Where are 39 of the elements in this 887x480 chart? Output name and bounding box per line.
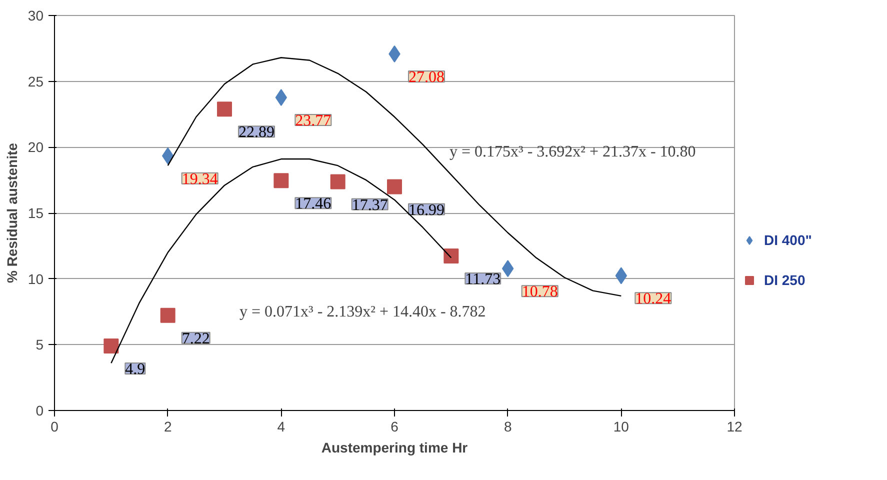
data-label: 17.46: [295, 196, 332, 213]
point: [160, 308, 176, 323]
x-tick-label: 6: [390, 418, 399, 434]
x-tick-label: 0: [50, 418, 59, 434]
y-axis-title: % Residual austenite: [4, 142, 20, 284]
x-tick-label: 4: [277, 418, 286, 434]
data-label: 10.24: [635, 290, 672, 308]
data-label: 16.99: [408, 202, 444, 219]
y-tick-label: 10: [28, 270, 44, 287]
annotation: y = 0.071x³ - 2.139x² + 14.40x - 8.782: [240, 304, 486, 320]
y-tick-label: 5: [36, 336, 44, 353]
data-label: 4.9: [125, 360, 146, 378]
y-tick-label: 25: [28, 73, 44, 90]
point: [330, 174, 346, 190]
point: [217, 102, 232, 117]
data-label: 19.34: [182, 170, 218, 188]
data-label: 10.78: [522, 284, 558, 301]
point: [444, 248, 459, 264]
data-label: 17.37: [352, 196, 388, 214]
data-label: 11.73: [465, 271, 501, 288]
x-tick-label: 10: [613, 418, 630, 434]
x-tick-label: 8: [504, 418, 512, 434]
y-tick-label: 20: [28, 139, 44, 156]
point: [387, 179, 402, 194]
point: [274, 173, 289, 188]
y-tick-label: 30: [28, 8, 44, 24]
y-tick-label: 15: [28, 205, 44, 221]
x-tick-label: 12: [726, 418, 742, 434]
x-tick-label: 2: [164, 418, 172, 434]
legend-label: DI 400": [764, 232, 812, 248]
data-label: 22.89: [238, 124, 274, 142]
y-tick-label: 0: [36, 402, 44, 418]
data-label: 7.22: [182, 330, 210, 348]
annotation: y = 0.175x³ - 3.692x² + 21.37x - 10.80: [450, 144, 696, 160]
legend-label: DI 250: [764, 272, 806, 288]
point: [104, 338, 119, 354]
data-label: 27.08: [408, 68, 444, 86]
x-axis-title: Austempering time Hr: [321, 440, 468, 456]
data-label: 23.77: [295, 112, 332, 130]
